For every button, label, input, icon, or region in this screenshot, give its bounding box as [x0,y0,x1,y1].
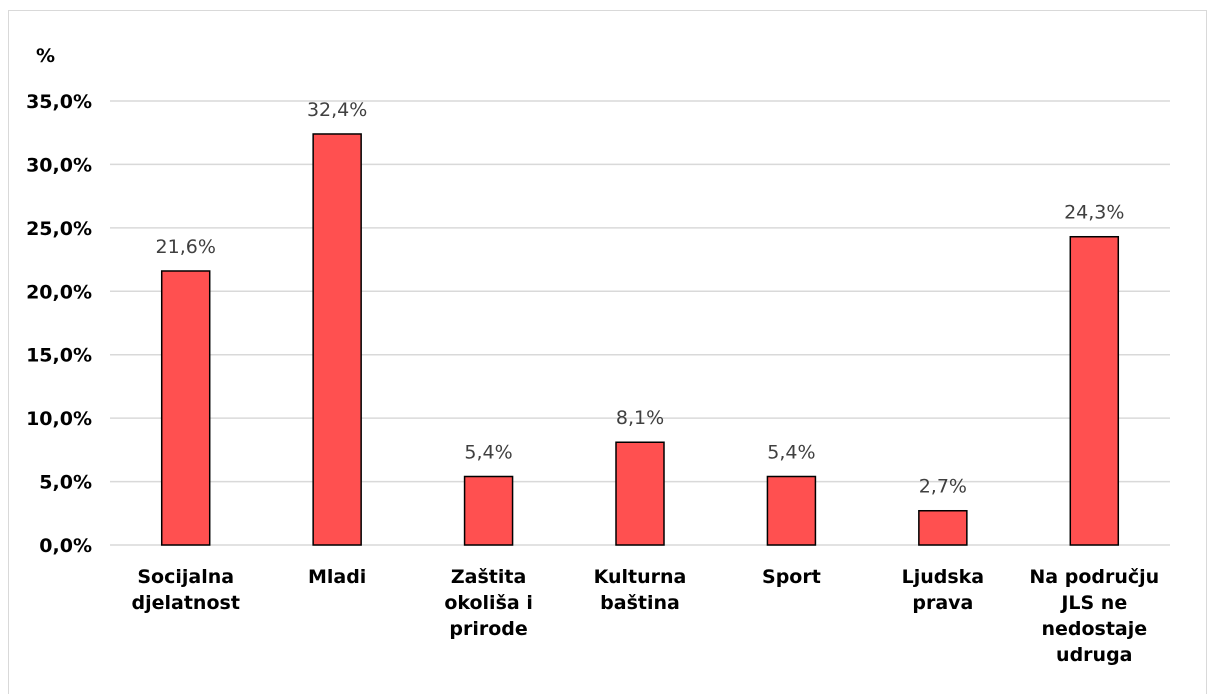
bar [615,441,665,546]
y-axis-label: % [36,45,55,67]
bar [1069,235,1120,546]
y-tick-label: 20,0% [26,281,92,303]
chart-frame [8,10,1207,694]
y-tick-label: 15,0% [26,345,92,367]
bar [160,270,211,546]
y-tick-label: 0,0% [39,535,92,557]
y-tick-label: 35,0% [26,91,92,113]
x-tick-label: Ljudska prava [902,566,985,614]
bar [463,475,514,546]
data-label: 5,4% [767,441,815,463]
x-tick-labels: Socijalna djelatnost Mladi Zaštita okoliša i… [132,566,1160,666]
x-tick-label: Sport [762,566,821,588]
y-tick-label: 10,0% [26,408,92,430]
bar [766,475,817,546]
data-label: 21,6% [156,236,216,258]
data-label: 32,4% [307,99,367,121]
x-tick-label: Kulturna baština [594,566,687,614]
bar [312,133,362,546]
x-tick-label: Na području JLS ne nedostaje udruga [1029,566,1159,666]
gridlines [110,100,1170,546]
y-tick-labels: 0,0% 5,0% 10,0% 15,0% 20,0% 25,0% 30,0% 35,0% [26,91,92,557]
x-tick-label: Zaštita okoliša i prirode [444,566,533,640]
y-tick-label: 25,0% [26,218,92,240]
y-tick-label: 30,0% [26,154,92,176]
data-labels: 21,6% 32,4% 5,4% 8,1% 5,4% 2,7% 24,3% [156,99,1125,498]
data-label: 24,3% [1064,202,1124,224]
bar [918,509,968,546]
x-tick-label: Mladi [308,566,366,588]
data-label: 2,7% [919,476,967,498]
data-label: 8,1% [616,407,664,429]
y-tick-label: 5,0% [39,472,92,494]
data-label: 5,4% [464,441,512,463]
x-tick-label: Socijalna djelatnost [132,566,240,614]
bars [160,133,1120,546]
